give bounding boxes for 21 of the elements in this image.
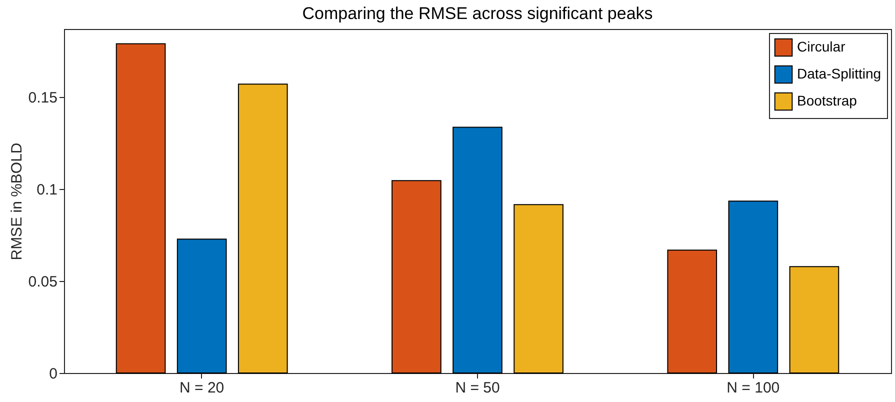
bar [667, 250, 718, 374]
bar [514, 204, 564, 374]
legend-label: Data-Splitting [797, 66, 882, 82]
bar [728, 200, 778, 374]
bar [116, 43, 166, 374]
legend-label: Bootstrap [797, 92, 858, 108]
chart-title: Comparing the RMSE across significant peaks [302, 4, 653, 23]
legend-label: Circular [797, 38, 846, 54]
bar [238, 84, 288, 374]
x-tick-label: N = 100 [726, 380, 780, 396]
y-axis-title: RMSE in %BOLD [8, 142, 26, 260]
bar [789, 266, 840, 374]
y-tick-label: 0 [49, 366, 58, 382]
bar [392, 180, 442, 374]
y-tick-label: 0.05 [28, 274, 58, 291]
y-tick-label: 0.15 [28, 90, 58, 107]
y-tick-label: 0.1 [36, 182, 58, 199]
bar [176, 238, 227, 374]
x-tick-label: N = 20 [180, 380, 224, 396]
bar [452, 126, 502, 374]
x-tick-label: N = 50 [455, 380, 500, 396]
